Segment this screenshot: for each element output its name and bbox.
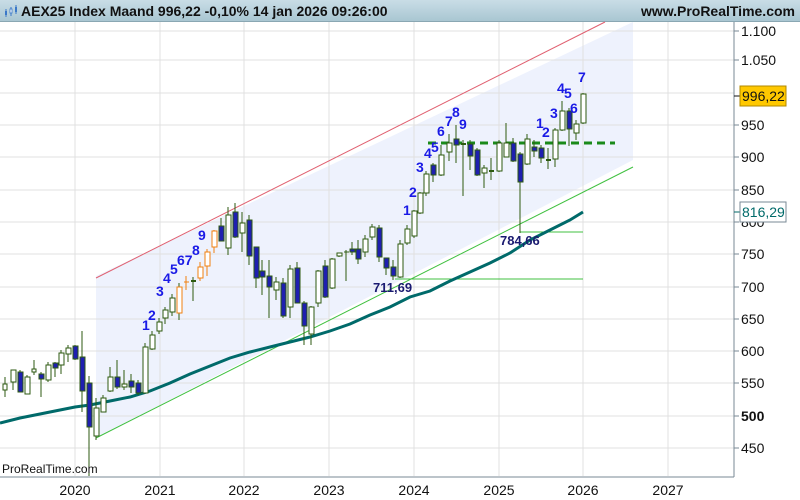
svg-text:550: 550 — [741, 375, 765, 391]
svg-text:600: 600 — [741, 343, 765, 359]
svg-text:2027: 2027 — [652, 482, 683, 498]
svg-text:2: 2 — [542, 124, 550, 140]
y-axis-labels: 1.100 1.050 950 900 850 800 750 700 650 … — [741, 23, 776, 456]
svg-text:3: 3 — [550, 105, 558, 121]
watermark: ProRealTime.com — [2, 462, 98, 476]
svg-text:6: 6 — [437, 123, 445, 139]
svg-text:2026: 2026 — [567, 482, 598, 498]
svg-text:900: 900 — [741, 149, 765, 165]
svg-text:1.050: 1.050 — [741, 52, 776, 68]
candles — [2, 93, 587, 476]
svg-text:1: 1 — [403, 202, 411, 218]
ma-value-label: 816,29 — [742, 204, 785, 220]
grid-horizontal — [0, 30, 734, 449]
svg-text:5: 5 — [170, 261, 178, 277]
grid-vertical — [74, 22, 669, 476]
svg-text:2021: 2021 — [144, 482, 175, 498]
svg-text:1: 1 — [142, 317, 150, 333]
svg-text:67: 67 — [177, 252, 193, 268]
svg-text:3: 3 — [156, 283, 164, 299]
svg-text:5: 5 — [431, 139, 439, 155]
chart-title-bar: AEX25 Index Maand 996,22 -0,10% 14 jan 2… — [0, 0, 800, 22]
svg-text:950: 950 — [741, 117, 765, 133]
svg-text:1.100: 1.100 — [741, 23, 776, 39]
svg-text:850: 850 — [741, 182, 765, 198]
svg-text:4: 4 — [163, 270, 171, 286]
svg-text:8: 8 — [452, 104, 460, 120]
channel-upper-line — [95, 21, 606, 279]
svg-text:500: 500 — [741, 408, 765, 424]
low-label-784: 784,66 — [500, 233, 540, 248]
channel-lower-line — [95, 166, 634, 439]
last-price-label: 996,22 — [742, 88, 785, 104]
x-axis-labels: 2020 2021 2022 2023 2024 2025 2026 2027 — [59, 482, 683, 498]
y-axis-ticks — [734, 30, 739, 449]
td-count-labels-2024: 1 2 3 4 5 6 7 8 9 — [403, 104, 467, 218]
instrument-title: AEX25 Index Maand 996,22 -0,10% 14 jan 2… — [21, 3, 388, 19]
site-link[interactable]: www.ProRealTime.com — [640, 3, 795, 19]
svg-text:7: 7 — [445, 113, 453, 129]
svg-text:1: 1 — [536, 115, 544, 131]
svg-text:2024: 2024 — [398, 482, 429, 498]
svg-text:2020: 2020 — [59, 482, 90, 498]
svg-text:8: 8 — [192, 242, 200, 258]
last-price-badge — [739, 85, 787, 107]
svg-text:450: 450 — [741, 440, 765, 456]
svg-text:750: 750 — [741, 246, 765, 262]
svg-text:2: 2 — [148, 307, 156, 323]
svg-text:5: 5 — [564, 85, 572, 101]
td-count-labels-2025: 1 2 3 4 5 6 7 — [536, 69, 586, 140]
svg-text:700: 700 — [741, 279, 765, 295]
svg-text:2025: 2025 — [483, 482, 514, 498]
td-count-labels-2021: 1 2 3 4 5 67 8 9 — [142, 227, 206, 333]
svg-text:650: 650 — [741, 311, 765, 327]
candlestick-chart-icon — [5, 5, 17, 17]
svg-text:3: 3 — [416, 159, 424, 175]
low-label-711: 711,69 — [373, 280, 412, 295]
svg-text:4: 4 — [557, 80, 565, 96]
svg-text:2022: 2022 — [228, 482, 259, 498]
svg-text:9: 9 — [198, 227, 206, 243]
svg-text:2023: 2023 — [313, 482, 344, 498]
svg-text:6: 6 — [570, 100, 578, 116]
ma-value-badge — [739, 201, 787, 223]
svg-text:2: 2 — [409, 184, 417, 200]
svg-text:4: 4 — [424, 145, 432, 161]
svg-text:7: 7 — [578, 69, 586, 85]
svg-text:9: 9 — [459, 116, 467, 132]
